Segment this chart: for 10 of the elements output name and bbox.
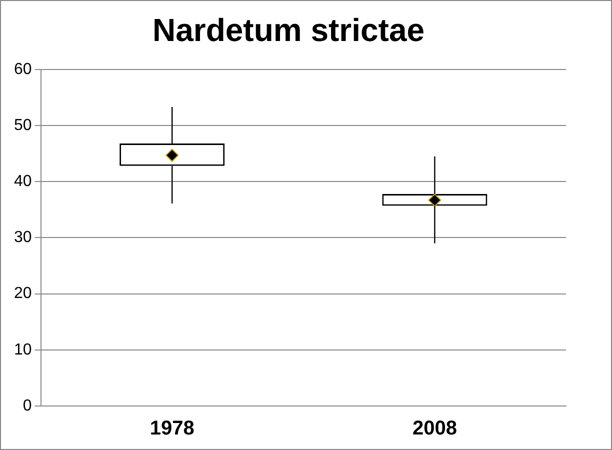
x-tick-label: 2008 — [412, 418, 457, 440]
y-tick-label: 10 — [14, 341, 32, 358]
y-tick-label: 20 — [14, 285, 32, 302]
y-tick-label: 40 — [14, 173, 32, 190]
y-tick-label: 0 — [22, 397, 32, 414]
y-tick-label: 30 — [14, 229, 32, 246]
y-tick-label: 50 — [14, 116, 32, 134]
y-tick-label: 60 — [14, 60, 32, 78]
chart-title: Nardetum strictae — [152, 12, 425, 48]
x-tick-label: 1978 — [150, 418, 194, 440]
